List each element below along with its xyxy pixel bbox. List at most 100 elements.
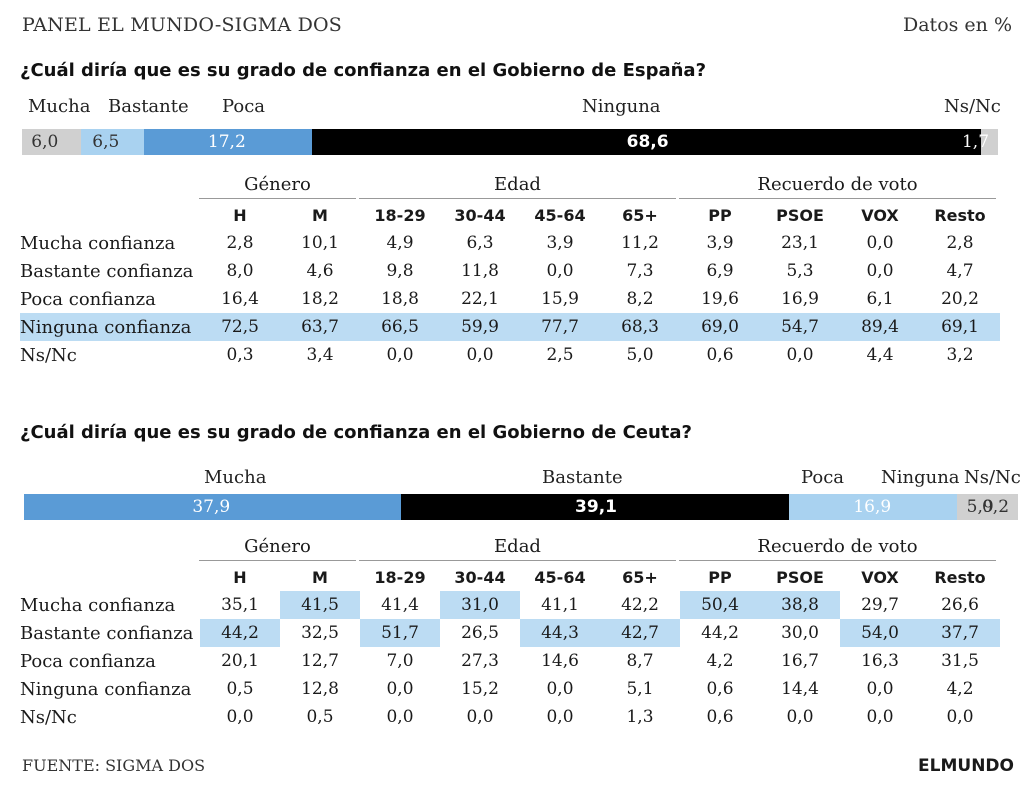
- table-cell: 16,9: [781, 289, 819, 309]
- table-cell: 0,0: [546, 679, 574, 699]
- row-label: Mucha confianza: [20, 232, 176, 254]
- table-cell: 2,8: [226, 233, 254, 253]
- table-cell: 0,0: [466, 707, 494, 727]
- table-cell: 5,3: [786, 261, 814, 281]
- group-header-2: Recuerdo de voto: [757, 536, 918, 557]
- table-cell: 0,0: [546, 261, 574, 281]
- bar-value-label-1: 39,1: [575, 497, 617, 517]
- table-cell: 5,1: [626, 679, 654, 699]
- bar-value-label-3: 68,6: [626, 132, 669, 152]
- table-cell: 0,0: [466, 345, 494, 365]
- table-cell: 0,0: [226, 707, 254, 727]
- table-row: Ns/Nc 0,3 3,4 0,0 0,0 2,5 5,0 0,6 0,0 4,4 3,2: [20, 341, 1000, 369]
- table-cell: 9,8: [386, 261, 414, 281]
- table-cell: 0,0: [386, 679, 414, 699]
- table-cell: 0,0: [866, 707, 894, 727]
- table-cell: 31,0: [440, 591, 520, 619]
- column-header-7: PSOE: [776, 567, 824, 587]
- table-cell: 72,5: [200, 313, 280, 341]
- source-label: FUENTE: SIGMA DOS: [22, 756, 206, 775]
- table-row: Ninguna confianza 72,5 63,7 66,5 59,9 77,7 68,…: [20, 313, 1000, 341]
- table-cell: 15,9: [541, 289, 579, 309]
- table-cell: 2,5: [546, 345, 574, 365]
- table-cell: 66,5: [360, 313, 440, 341]
- table-cell: 12,8: [301, 679, 339, 699]
- table-cell: 35,1: [221, 595, 259, 615]
- table-cell: 41,4: [381, 595, 419, 615]
- group-header-1: Edad: [494, 536, 541, 557]
- table-row: Ninguna confianza 0,5 12,8 0,0 15,2 0,0 5,1 0,6…: [20, 675, 1000, 703]
- question-ceuta: ¿Cuál diría que es su grado de confianza…: [20, 422, 692, 443]
- row-label: Bastante confianza: [20, 622, 194, 644]
- table-cell: 2,8: [946, 233, 974, 253]
- table-cell: 0,0: [546, 707, 574, 727]
- table-cell: 14,4: [781, 679, 819, 699]
- category-label-0: Mucha: [204, 467, 267, 488]
- table-cell: 68,3: [600, 313, 680, 341]
- category-label-3: Ninguna: [582, 96, 661, 117]
- column-header-3: 30-44: [454, 205, 506, 225]
- table-cell: 50,4: [680, 591, 760, 619]
- table-cell: 0,0: [386, 345, 414, 365]
- table-cell: 10,1: [301, 233, 339, 253]
- column-header-7: PSOE: [776, 205, 824, 225]
- table-cell: 12,7: [301, 651, 339, 671]
- category-label-0: Mucha: [28, 96, 91, 117]
- category-label-4: Ns/Nc: [964, 467, 1021, 488]
- table-cell: 44,2: [701, 623, 739, 643]
- table-cell: 26,6: [941, 595, 979, 615]
- table-cell: 54,7: [760, 313, 840, 341]
- table-cell: 0,0: [866, 233, 894, 253]
- row-label: Bastante confianza: [20, 260, 194, 282]
- table-cell: 0,6: [706, 679, 734, 699]
- group-underline-0: [199, 198, 356, 199]
- table-row: Poca confianza 20,1 12,7 7,0 27,3 14,6 8,7 4,2 1…: [20, 647, 1000, 675]
- table-cell: 0,5: [226, 679, 254, 699]
- table-cell: 29,7: [861, 595, 899, 615]
- column-header-1: M: [312, 205, 328, 225]
- category-label-3: Ninguna: [881, 467, 960, 488]
- bar-segment-1: 39,1: [400, 494, 790, 520]
- category-label-4: Ns/Nc: [944, 96, 1001, 117]
- row-label: Poca confianza: [20, 288, 156, 310]
- table-cell: 51,7: [360, 619, 440, 647]
- column-header-1: M: [312, 567, 328, 587]
- category-label-1: Bastante: [108, 96, 189, 117]
- table-cell: 16,4: [221, 289, 259, 309]
- question-spain: ¿Cuál diría que es su grado de confianza…: [20, 60, 707, 81]
- table-cell: 3,9: [706, 233, 734, 253]
- table-cell: 11,8: [461, 261, 499, 281]
- group-header-2: Recuerdo de voto: [757, 174, 918, 195]
- table-cell: 0,3: [226, 345, 254, 365]
- table-cell: 31,5: [941, 651, 979, 671]
- panel-title: PANEL EL MUNDO-SIGMA DOS: [22, 14, 342, 36]
- table-row: Bastante confianza 8,0 4,6 9,8 11,8 0,0 7,3 6,9…: [20, 257, 1000, 285]
- table-cell: 4,4: [866, 345, 894, 365]
- table-cell: 59,9: [440, 313, 520, 341]
- table-cell: 4,6: [306, 261, 334, 281]
- table-cell: 89,4: [840, 313, 920, 341]
- table-row: Mucha confianza 35,1 41,5 41,4 31,0 41,1 42,2 5…: [20, 591, 1000, 619]
- bar-track: 6,0 6,5 17,2 68,6 1,7: [22, 129, 998, 155]
- table-row: Ns/Nc 0,0 0,5 0,0 0,0 0,0 1,3 0,6 0,0 0,0 0,0: [20, 703, 1000, 731]
- group-underline-2: [679, 560, 996, 561]
- table-cell: 41,1: [541, 595, 579, 615]
- bar-track: 37,9 39,1 16,9 5,9 0,2: [24, 494, 1018, 520]
- table-cell: 23,1: [781, 233, 819, 253]
- column-header-4: 45-64: [534, 567, 586, 587]
- row-label: Ninguna confianza: [20, 678, 192, 700]
- table-cell: 32,5: [301, 623, 339, 643]
- bar-value-label-2: 16,9: [853, 497, 892, 517]
- table-cell: 6,3: [466, 233, 494, 253]
- column-header-9: Resto: [934, 567, 986, 587]
- row-label: Ninguna confianza: [20, 313, 200, 341]
- category-label-2: Poca: [222, 96, 266, 117]
- table-cell: 0,5: [306, 707, 334, 727]
- data-table: H M 18-29 30-44 45-64 65+ PP PSOE VOX Resto Mucha …: [20, 563, 1000, 731]
- table-cell: 41,5: [280, 591, 360, 619]
- table-cell: 18,2: [301, 289, 339, 309]
- table-cell: 16,7: [781, 651, 819, 671]
- table-cell: 7,0: [386, 651, 414, 671]
- table-cell: 20,2: [941, 289, 979, 309]
- row-label: Mucha confianza: [20, 594, 176, 616]
